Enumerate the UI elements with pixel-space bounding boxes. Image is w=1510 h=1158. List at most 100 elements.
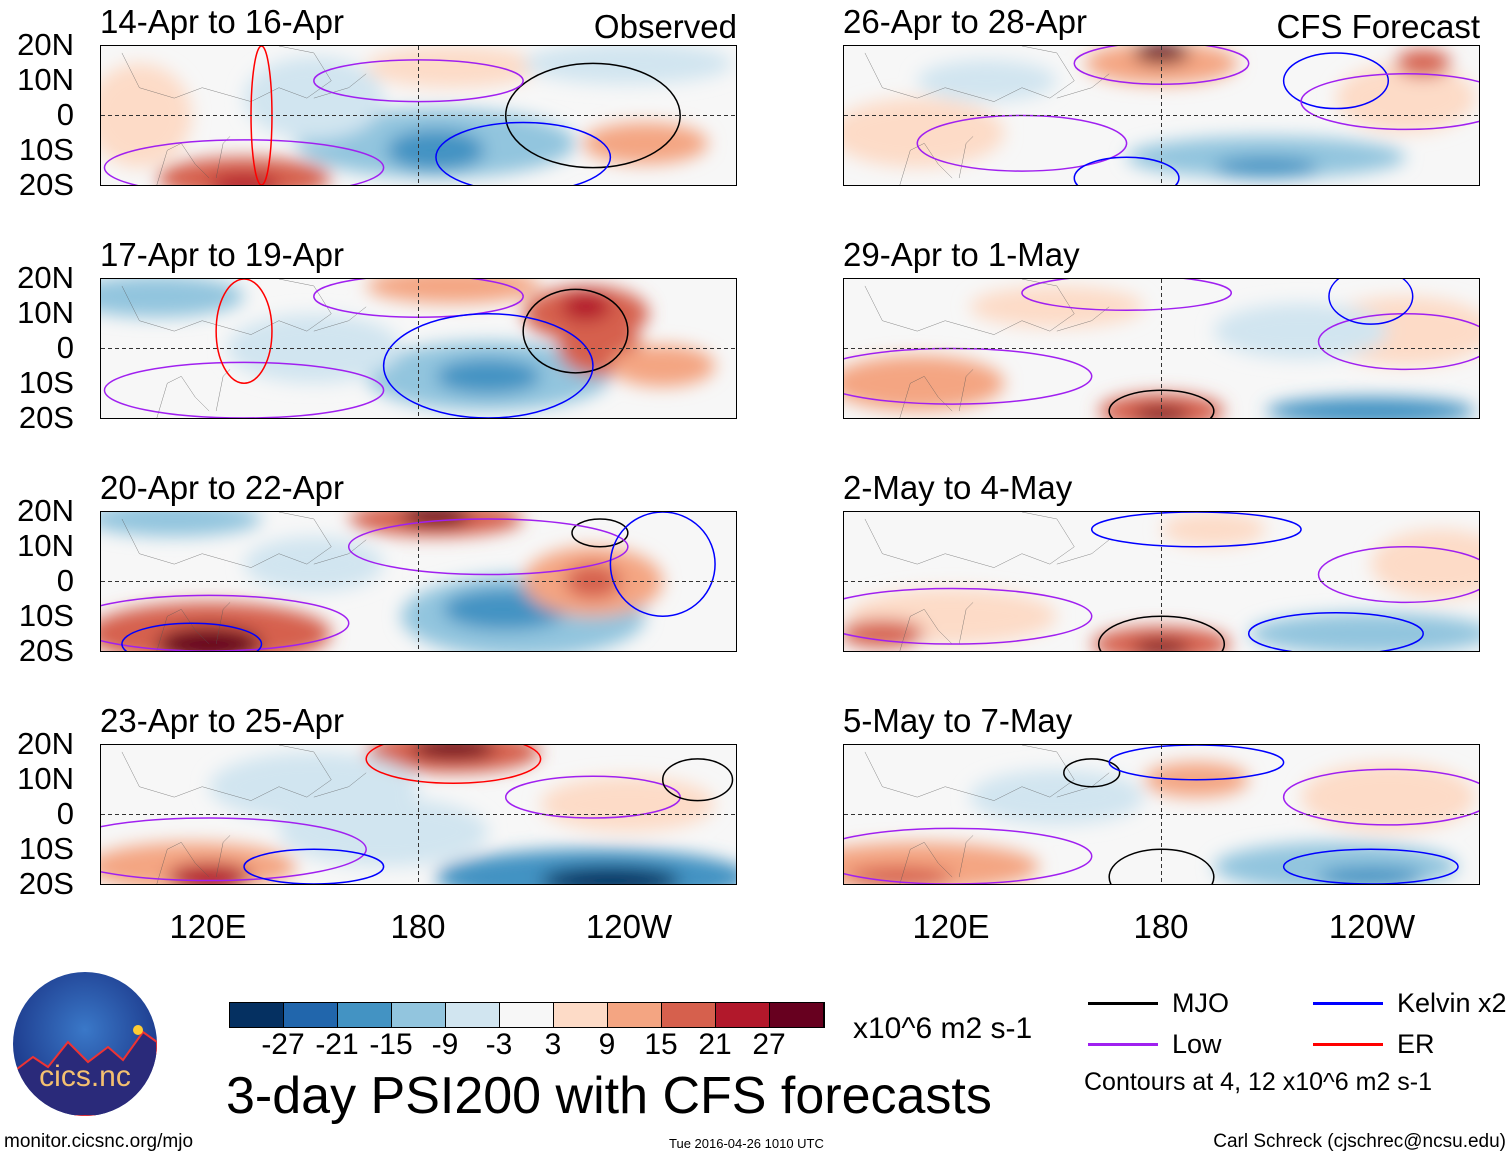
colorbar-tick-label: -21 [315,1028,359,1061]
contour-line [506,63,680,167]
lat-tick-label: 20S [18,866,74,901]
contour-line [1284,769,1479,825]
legend-label: Low [1172,1029,1222,1059]
colorbar-swatch [284,1003,338,1027]
lat-tick-label: 0 [56,563,74,598]
legend-line-er [1313,1043,1383,1046]
lat-tick-label: 20N [17,726,74,761]
lat-tick-label: 20S [18,633,74,668]
anomaly-region [969,285,1145,328]
contour-line [1319,547,1479,603]
panel-title: 2-May to 4-May [843,469,1073,506]
anomaly-region [411,745,496,759]
anomaly-region [1084,46,1239,85]
coastline [865,745,1109,884]
anomaly-region [561,292,611,321]
colorbar-swatch [338,1003,392,1027]
coastline [122,512,366,651]
cics-logo: cics.nc [13,972,157,1116]
lat-tick-label: 0 [56,97,74,132]
panel-title: 14-Apr to 16-Apr [100,3,344,40]
lat-tick-label: 10N [17,761,74,796]
panel-title: 23-Apr to 25-Apr [100,702,344,739]
anomaly-region [244,56,384,140]
contour-line [1284,53,1389,109]
anomaly-region [610,345,716,387]
contour-line [1329,279,1413,324]
colorbar-swatch [770,1003,824,1027]
contour-line [1284,849,1458,884]
contour-line [101,595,349,651]
colorbar-units: x10^6 m2 s-1 [853,1012,1033,1045]
coastline [865,279,1109,418]
contour-line [523,289,628,372]
logo-text: cics.nc [39,1060,131,1093]
coastline [122,279,366,418]
anomaly-region [101,279,245,318]
lat-tick-label: 10N [17,295,74,330]
anomaly-region [917,59,1057,102]
lon-tick-label: 180 [1133,908,1189,945]
colorbar-swatch [608,1003,662,1027]
contour-line [572,519,628,547]
anomaly-region [582,122,709,165]
lat-tick-label: 20S [18,400,74,435]
colorbar-tick-label: 27 [752,1028,786,1061]
contour-line [1092,512,1301,547]
lat-tick-label: 10N [17,528,74,563]
contour-line [101,818,366,881]
contour-line [1109,849,1214,884]
colorbar-tick-label: 21 [698,1028,732,1061]
lat-tick-label: 0 [56,796,74,831]
contour-line [1301,74,1479,130]
anomaly-region [1213,303,1389,359]
contour-line [610,512,715,616]
anomaly-region [244,536,384,592]
lon-tick-label: 120W [585,908,673,945]
legend-label: ER [1397,1029,1435,1059]
anomaly-region [1318,866,1424,884]
anomaly-region [101,602,332,651]
lat-tick-label: 10S [18,831,74,866]
map-panel [843,278,1480,419]
map-panel [100,744,737,885]
footer-url: monitor.cicsnc.org/mjo [4,1131,194,1152]
map-panel [843,511,1480,652]
contour-line [1249,613,1423,651]
colorbar-tick-label: -27 [261,1028,305,1061]
panel-title: 26-Apr to 28-Apr [843,3,1087,40]
contour-line [1319,314,1479,370]
lon-tick-label: 120W [1328,908,1416,945]
lat-tick-label: 20S [18,167,74,202]
anomaly-region [366,279,541,304]
colorbar-swatch [230,1003,284,1027]
contour-line [1109,390,1214,418]
contour-line [436,122,610,185]
contour-line [216,279,272,383]
anomaly-region [540,866,681,884]
contour-line [1022,279,1231,310]
lat-tick-label: 10S [18,365,74,400]
contour-line [244,849,384,884]
anomaly-region [387,129,485,172]
colorbar-tick-label: -15 [369,1028,413,1061]
contour-line [663,759,733,801]
colorbar-swatch [392,1003,446,1027]
legend-line-mjo [1088,1002,1158,1005]
coastline [122,745,366,884]
panel-title: 29-Apr to 1-May [843,236,1080,273]
legend-line-kelvin [1313,1002,1383,1005]
contour-line [349,519,628,575]
anomaly-region [844,355,1005,412]
legend-line-low [1088,1043,1158,1046]
anomaly-region [366,46,541,88]
panel-source-label: CFS Forecast [1276,8,1480,45]
lon-tick-label: 180 [390,908,446,945]
anomaly-region [1161,512,1267,547]
contour-line [384,314,593,418]
contour-line [1099,616,1225,651]
footer-author: Carl Schreck (cjschrec@ncsu.edu) [1213,1131,1506,1152]
colorbar-swatch [500,1003,554,1027]
panel-source-label: Observed [593,8,737,45]
